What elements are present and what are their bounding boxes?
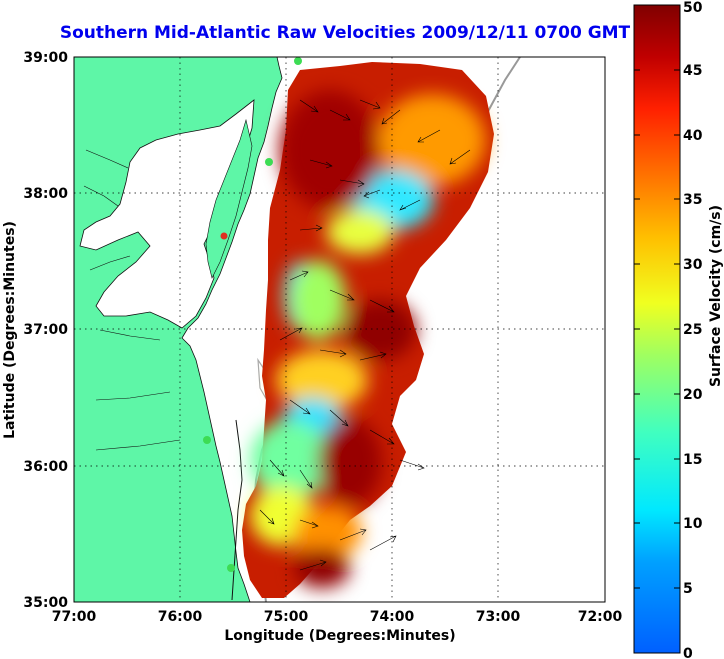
colorbar-tick-label: 30 <box>683 257 703 273</box>
field-orange-1 <box>378 94 486 186</box>
arrow <box>399 199 421 211</box>
field-darkred-4 <box>294 548 350 588</box>
colorbar-tick-label: 20 <box>683 387 703 403</box>
arrow <box>309 159 333 169</box>
arrow <box>279 327 303 341</box>
arrow <box>339 528 367 541</box>
field-green-2 <box>250 420 330 500</box>
arrow <box>329 409 349 427</box>
x-tick-label: 74:00 <box>370 609 415 625</box>
colorbar: 0 5 10 15 20 25 30 35 40 45 50 Surface V… <box>633 0 724 659</box>
arrow <box>359 351 387 361</box>
velocity-arrows <box>259 99 471 571</box>
arrow <box>289 270 309 281</box>
colorbar-tick-label: 0 <box>683 646 693 659</box>
station-marker <box>294 57 302 65</box>
y-tick-label: 35:00 <box>23 595 68 611</box>
y-axis-label: Latitude (Degrees:Minutes) <box>2 221 18 439</box>
station-marker <box>203 436 211 444</box>
station-marker <box>265 158 273 166</box>
arrow <box>269 459 285 477</box>
colorbar-label: Surface Velocity (cm/s) <box>708 205 724 387</box>
x-tick-label: 73:00 <box>476 609 521 625</box>
delmarva-peninsula <box>205 118 253 279</box>
arrow <box>381 109 401 125</box>
x-tick-label: 76:00 <box>158 609 203 625</box>
y-tick-label: 36:00 <box>23 459 68 475</box>
arrow <box>299 224 323 232</box>
grid-lines <box>74 57 605 602</box>
plot-frame <box>73 56 606 603</box>
arrow <box>369 429 395 445</box>
colorbar-tick-label: 10 <box>683 516 703 532</box>
arrow <box>289 399 311 415</box>
x-tick-label: 75:00 <box>264 609 309 625</box>
colorbar-tick-label: 5 <box>683 581 693 597</box>
colorbar-tick-label: 50 <box>683 0 703 16</box>
arrow <box>339 179 365 188</box>
arrow <box>449 149 471 165</box>
arrow <box>299 559 327 571</box>
field-darkred-1 <box>344 300 416 360</box>
field-darkred-2 <box>280 90 380 210</box>
plot-area <box>73 56 606 603</box>
field-yellow-1 <box>326 210 394 254</box>
colorbar-tick-label: 25 <box>683 322 702 338</box>
arrow <box>299 99 319 113</box>
arrow <box>259 509 275 525</box>
arrow <box>299 469 313 489</box>
arrow <box>359 99 381 110</box>
y-axis: 39:00 38:00 37:00 36:00 35:00 <box>23 50 68 611</box>
field-darkred-3 <box>318 418 382 506</box>
arrow <box>299 519 319 529</box>
y-tick-label: 38:00 <box>23 186 68 202</box>
field-orange-2 <box>294 506 362 558</box>
chart-title: Southern Mid-Atlantic Raw Velocities 200… <box>60 23 631 43</box>
x-axis: 77:00 76:00 75:00 74:00 73:00 72:00 <box>52 609 623 625</box>
x-axis-label: Longitude (Degrees:Minutes) <box>224 628 455 644</box>
y-tick-label: 39:00 <box>23 50 68 66</box>
colorbar-tick-label: 45 <box>683 63 702 79</box>
field-yellow-2 <box>276 350 368 410</box>
y-tick-label: 37:00 <box>23 322 68 338</box>
field-green-1 <box>290 260 346 340</box>
x-tick-label: 72:00 <box>578 609 623 625</box>
arrow <box>329 109 351 121</box>
colorbar-gradient <box>633 4 681 654</box>
x-tick-label: 77:00 <box>52 609 97 625</box>
arrow <box>319 349 347 358</box>
arrow <box>399 459 425 471</box>
colorbar-tick-label: 15 <box>683 452 702 468</box>
station-marker <box>220 232 228 240</box>
arrow <box>329 289 355 301</box>
arrow <box>417 129 441 143</box>
colorbar-tick-label: 35 <box>683 192 702 208</box>
arrow <box>369 299 395 313</box>
colorbar-ticks <box>634 69 680 654</box>
colorbar-tick-label: 40 <box>683 128 703 144</box>
bay-tributary <box>83 149 181 451</box>
station-marker <box>227 564 235 572</box>
